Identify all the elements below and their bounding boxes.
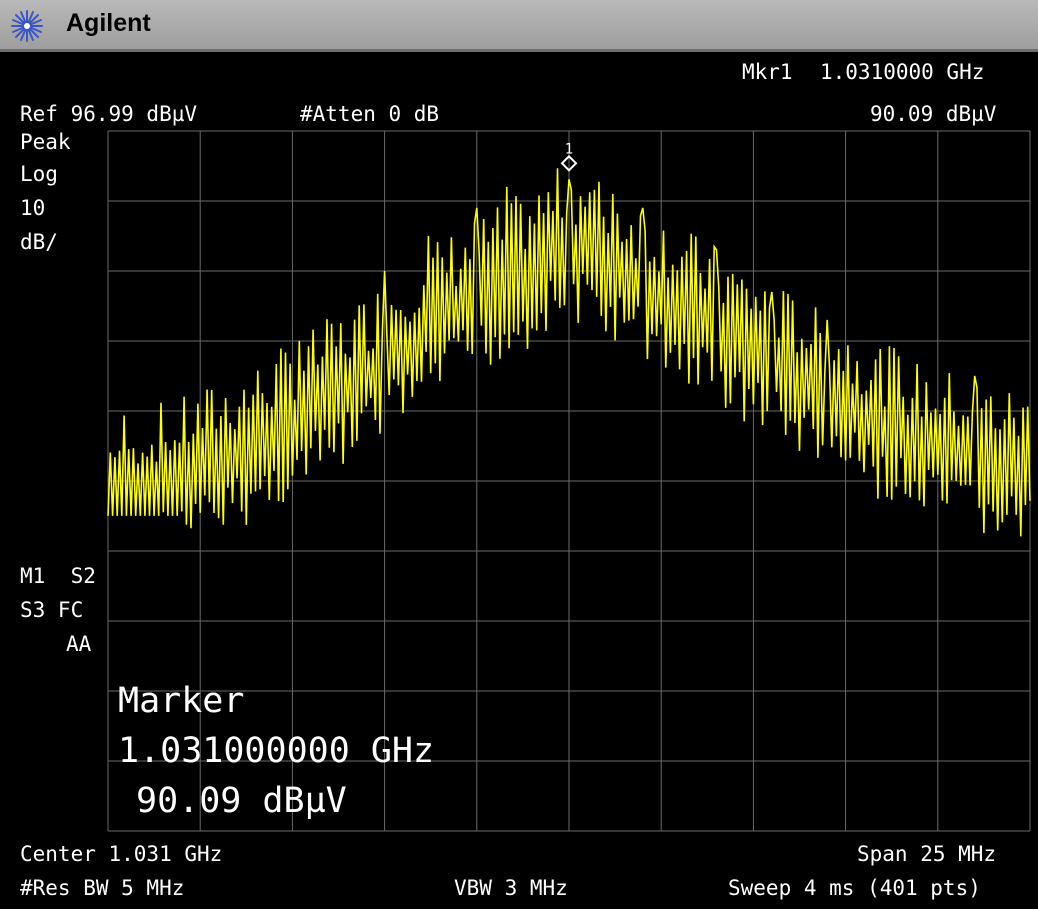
reference-level: Ref 96.99 dBµV (20, 102, 198, 126)
scale-type: Log (20, 162, 58, 186)
center-frequency: Center 1.031 GHz (20, 842, 223, 866)
analyzer-screen: Mkr1 1.0310000 GHz 90.09 dBµV Ref 96.99 … (12, 52, 1038, 902)
marker-readout-title: Marker (118, 681, 245, 721)
video-bandwidth: VBW 3 MHz (454, 876, 568, 900)
spectrum-trace (107, 168, 1031, 537)
status-flags-1: M1 S2 (20, 564, 96, 588)
title-bar: Agilent (0, 0, 1038, 52)
status-flags-3: AA (66, 632, 92, 656)
marker-amplitude: 90.09 dBµV (870, 102, 997, 126)
brand-name: Agilent (66, 9, 151, 37)
spectrum-display: 1 (107, 130, 1031, 832)
marker-1: 1 (560, 141, 578, 172)
marker-diamond-icon (560, 154, 578, 172)
detector-mode: Peak (20, 130, 71, 154)
marker-frequency: 1.0310000 GHz (820, 60, 985, 84)
marker-readout-amplitude: 90.09 dBµV (136, 781, 347, 821)
marker-label: Mkr1 (742, 60, 793, 84)
status-flags-2: S3 FC (20, 598, 84, 622)
scale-unit: dB/ (20, 230, 58, 254)
attenuation: #Atten 0 dB (300, 102, 440, 126)
marker-tag: 1 (565, 141, 573, 157)
span: Span 25 MHz (857, 842, 997, 866)
agilent-spark-icon (11, 10, 43, 42)
marker-readout-frequency: 1.031000000 GHz (118, 731, 435, 771)
sweep-time: Sweep 4 ms (401 pts) (728, 876, 981, 900)
resolution-bandwidth: #Res BW 5 MHz (20, 876, 185, 900)
scale-value: 10 (20, 196, 46, 220)
